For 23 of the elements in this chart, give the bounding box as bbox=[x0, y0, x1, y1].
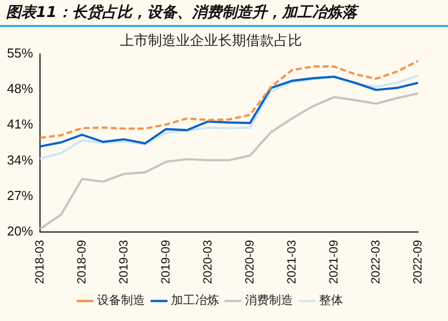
y-tick-label: 34% bbox=[6, 152, 34, 168]
y-tick-label: 41% bbox=[6, 116, 34, 132]
chart-title: 图表11：长贷占比，设备、消费制造升，加工冶炼落 bbox=[0, 0, 448, 27]
legend-label: 整体 bbox=[319, 293, 343, 308]
legend-label: 消费制造 bbox=[245, 293, 293, 308]
legend-label: 设备制造 bbox=[97, 293, 145, 308]
x-tick-label: 2018-03 bbox=[32, 240, 46, 284]
y-tick-label: 55% bbox=[6, 45, 34, 60]
x-tick-label: 2019-03 bbox=[116, 240, 130, 284]
x-tick-label: 2018-09 bbox=[74, 240, 88, 284]
x-tick-label: 2019-09 bbox=[158, 240, 172, 284]
chart-subtitle: 上市制造业企业长期借款占比 bbox=[120, 33, 302, 50]
x-tick-label: 2021-03 bbox=[284, 240, 298, 284]
line-series bbox=[38, 60, 420, 139]
legend-label: 加工冶炼 bbox=[171, 293, 219, 308]
y-tick-label: 27% bbox=[6, 188, 34, 203]
x-tick-label: 2022-03 bbox=[368, 240, 382, 284]
y-tick-label: 48% bbox=[6, 81, 34, 96]
x-tick-label: 2020-03 bbox=[200, 240, 214, 284]
x-tick-label: 2022-09 bbox=[410, 240, 424, 284]
x-tick-label: 2021-09 bbox=[326, 240, 340, 284]
y-tick-label: 20% bbox=[6, 224, 34, 239]
x-tick-label: 2020-09 bbox=[242, 240, 256, 284]
